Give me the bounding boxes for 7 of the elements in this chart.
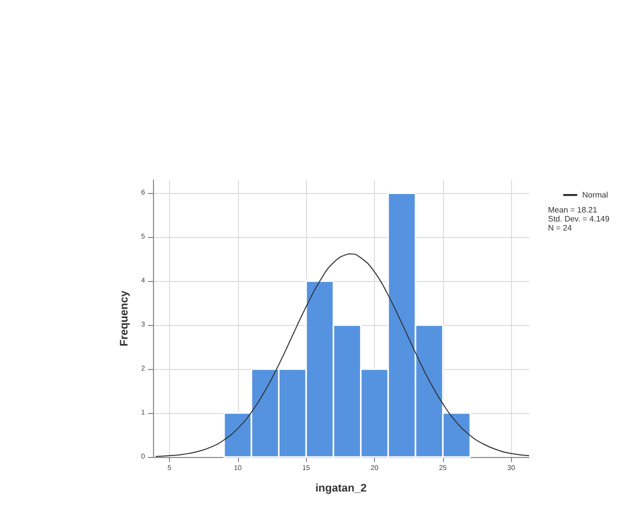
text: N = 24 [548, 224, 572, 232]
text: Mean = 18.21 [548, 206, 598, 214]
y-axis-title: Frequency [118, 290, 131, 346]
x-axis-title: ingatan_2 [315, 482, 367, 494]
line-series [155, 253, 530, 458]
legend-label: Normal [582, 190, 608, 200]
text: Std. Dev. = 4.149 [548, 214, 610, 224]
